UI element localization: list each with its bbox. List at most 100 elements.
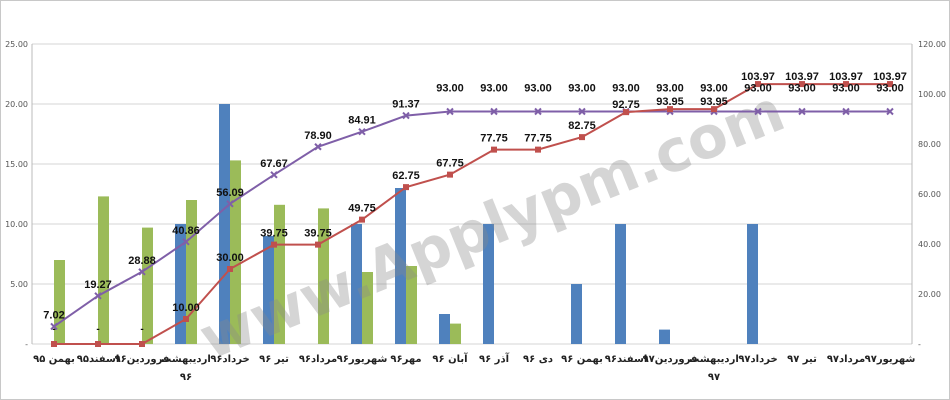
left-axis-tick: 10.00 (5, 220, 28, 229)
left-axis-tick: 25.00 (5, 40, 28, 49)
marker-series1-0 (50, 322, 58, 331)
purple-label: 93.00 (788, 83, 816, 95)
marker-series1-17 (798, 107, 806, 116)
marker-series2-15 (711, 106, 717, 113)
bar-series2-4 (230, 160, 241, 344)
category-label: فروردین۹۷ (643, 354, 698, 365)
purple-label: 19.27 (84, 279, 112, 291)
marker-series1-11 (534, 107, 542, 116)
purple-label: 67.67 (260, 158, 288, 170)
red-label: 103.97 (785, 71, 819, 83)
red-label: 103.97 (829, 71, 863, 83)
purple-label: 93.00 (568, 83, 596, 95)
bar-series2-5 (274, 204, 285, 344)
marker-series2-6 (315, 241, 321, 248)
category-label: اردیبهشت (689, 354, 739, 365)
right-axis-tick: 120.00 (918, 40, 946, 49)
marker-series2-7 (359, 216, 365, 223)
marker-series2-9 (447, 171, 453, 178)
red-label: 39.75 (304, 228, 332, 240)
right-axis-tick: 40.00 (918, 240, 941, 249)
marker-series2-1 (95, 341, 101, 347)
bar-series2-1 (98, 196, 109, 344)
purple-label: 93.00 (876, 83, 904, 95)
red-label: - (96, 324, 99, 335)
red-label: 49.75 (348, 203, 376, 215)
line-series1 (53, 110, 890, 328)
bar-series1-7 (351, 224, 362, 344)
left-axis-tick: 15.00 (5, 160, 28, 169)
category-label: ۹۶ (180, 372, 192, 383)
marker-series2-16 (755, 81, 761, 88)
bar-series1-14 (659, 329, 670, 344)
category-label: خرداد۹۶ (210, 354, 249, 365)
marker-series1-18 (842, 107, 850, 116)
marker-series2-3 (183, 316, 189, 322)
red-label: 103.97 (873, 71, 907, 83)
bar-series2-7 (362, 272, 373, 344)
purple-label: 93.00 (656, 83, 684, 95)
red-label: 93.95 (700, 96, 728, 108)
marker-series1-3 (182, 238, 190, 246)
category-label: مرداد۹۷ (827, 354, 865, 365)
category-label: خرداد۹۷ (738, 354, 777, 365)
marker-series2-10 (491, 146, 497, 153)
purple-label: 93.00 (524, 83, 552, 95)
red-label: 10.00 (172, 302, 200, 314)
bar-series1-10 (483, 224, 494, 344)
marker-series1-9 (446, 107, 454, 116)
left-axis-tick: 20.00 (5, 100, 28, 109)
marker-series2-4 (227, 266, 233, 272)
category-label: فروردین۹۶ (115, 354, 170, 365)
marker-series2-0 (51, 341, 57, 347)
red-label: 82.75 (568, 120, 596, 132)
bar-series1-3 (175, 224, 186, 344)
marker-series2-18 (843, 81, 849, 88)
purple-label: 56.09 (216, 187, 244, 199)
marker-series1-6 (314, 143, 322, 151)
bar-series1-12 (571, 284, 582, 344)
marker-series1-7 (358, 128, 366, 136)
red-label: 92.75 (612, 99, 640, 111)
marker-series1-1 (94, 292, 102, 300)
purple-label: 93.00 (436, 83, 464, 95)
marker-series2-2 (139, 341, 145, 347)
right-axis-tick: 20.00 (918, 290, 941, 299)
right-axis-tick: 60.00 (918, 190, 941, 199)
marker-series1-8 (402, 111, 410, 120)
category-label: شهریور۹۷ (865, 354, 916, 365)
purple-label: 93.00 (612, 83, 640, 95)
red-label: 67.75 (436, 158, 464, 170)
red-label: 103.97 (741, 71, 775, 83)
bar-series1-9 (439, 314, 450, 344)
marker-series1-10 (490, 107, 498, 116)
marker-series2-11 (535, 146, 541, 153)
bar-series1-16 (747, 224, 758, 344)
purple-label: 7.02 (43, 309, 64, 321)
bar-series1-8 (395, 188, 406, 344)
category-label: دی ۹۶ (523, 354, 553, 365)
red-label: - (52, 324, 55, 335)
category-label: شهریور۹۶ (337, 354, 388, 365)
marker-series1-4 (226, 200, 234, 208)
marker-series2-5 (271, 241, 277, 248)
marker-series1-12 (578, 107, 586, 116)
right-axis-tick: 80.00 (918, 140, 941, 149)
purple-label: 93.00 (832, 83, 860, 95)
bar-series2-3 (186, 200, 197, 344)
marker-series2-12 (579, 134, 585, 141)
marker-series2-13 (623, 109, 629, 116)
purple-label: 93.00 (480, 83, 508, 95)
category-label: ۹۷ (708, 372, 720, 383)
marker-series1-2 (138, 268, 146, 276)
bar-series1-13 (615, 224, 626, 344)
bar-series2-9 (450, 323, 461, 344)
red-label: - (140, 324, 143, 335)
marker-series1-16 (754, 107, 762, 116)
category-label: تیر ۹۷ (787, 354, 817, 365)
purple-label: 91.37 (392, 99, 420, 111)
purple-label: 84.91 (348, 115, 376, 127)
marker-series1-5 (270, 171, 278, 179)
